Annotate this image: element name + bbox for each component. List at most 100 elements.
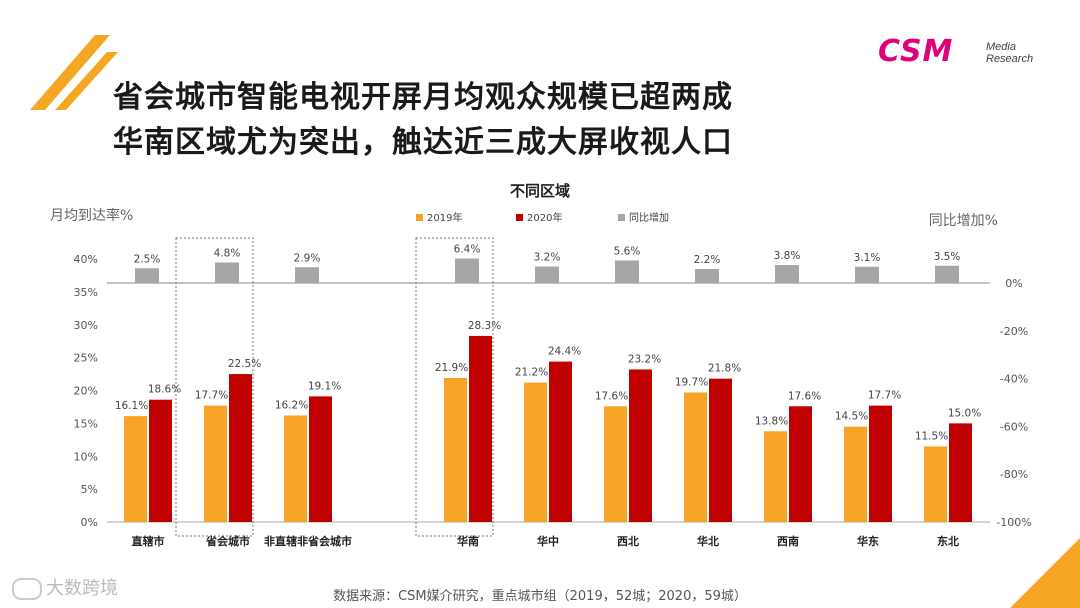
bar-yoy-非直辖非省会城市 — [295, 267, 319, 283]
bar-2020-直辖市 — [149, 399, 172, 522]
decorative-stripes — [30, 35, 118, 110]
legend-swatch-1 — [416, 214, 423, 221]
bar-label-2020-西南: 17.6% — [788, 390, 821, 402]
bar-2019-非直辖非省会城市 — [284, 415, 307, 522]
bar-label-2019-西北: 17.6% — [595, 390, 628, 402]
bar-yoy-华东 — [855, 266, 879, 283]
bar-2019-直辖市 — [124, 416, 147, 522]
bar-label-2020-直辖市: 18.6% — [148, 384, 181, 396]
bar-2019-西北 — [604, 406, 627, 522]
x-tick-label-华中: 华中 — [537, 534, 559, 548]
y2-tick-label: -60% — [1000, 420, 1028, 433]
bar-label-2019-华南: 21.9% — [435, 362, 468, 374]
bar-yoy-华中 — [535, 266, 559, 283]
bar-yoy-华北 — [695, 269, 719, 283]
bar-2020-华中 — [549, 361, 572, 522]
y-tick-label: 25% — [74, 352, 98, 365]
csm-logo: CSM Media Research — [878, 34, 1048, 74]
y2-axis-title: 同比增加% — [929, 213, 998, 229]
y-tick-label: 5% — [81, 483, 98, 496]
bar-label-2020-东北: 15.0% — [948, 407, 981, 419]
watermark-icon — [12, 578, 42, 600]
watermark: 大数跨境 — [12, 574, 118, 600]
bar-label-2020-非直辖非省会城市: 19.1% — [308, 380, 341, 392]
x-tick-label-直辖市: 直辖市 — [132, 534, 165, 548]
bar-label-2019-直辖市: 16.1% — [115, 400, 148, 412]
bar-2019-华北 — [684, 392, 707, 522]
bar-2020-东北 — [949, 423, 972, 522]
bar-2020-西北 — [629, 369, 652, 522]
x-tick-label-非直辖非省会城市: 非直辖非省会城市 — [264, 534, 352, 548]
decorative-corner — [1010, 538, 1080, 608]
bar-2020-省会城市 — [229, 374, 252, 522]
logo-sub-media: Media — [986, 41, 1016, 53]
x-tick-label-西北: 西北 — [617, 534, 639, 548]
bar-yoy-西南 — [775, 265, 799, 283]
y-tick-label: 30% — [74, 319, 98, 332]
bar-label-yoy-非直辖非省会城市: 2.9% — [294, 252, 321, 264]
bar-2019-华南 — [444, 378, 467, 522]
bar-label-2019-非直辖非省会城市: 16.2% — [275, 399, 308, 411]
bar-label-yoy-省会城市: 4.8% — [214, 248, 241, 260]
bar-2019-华东 — [844, 426, 867, 522]
bar-2020-华北 — [709, 378, 732, 522]
bar-yoy-华南 — [455, 258, 479, 283]
bar-label-2020-华南: 28.3% — [468, 320, 501, 332]
x-tick-label-华东: 华东 — [857, 534, 879, 548]
bar-label-2020-华中: 24.4% — [548, 346, 581, 358]
bar-label-2019-华东: 14.5% — [835, 411, 868, 423]
x-tick-label-西南: 西南 — [777, 534, 799, 548]
bar-yoy-省会城市 — [215, 262, 239, 283]
y-tick-label: 15% — [74, 417, 98, 430]
bar-2019-省会城市 — [204, 405, 227, 522]
bar-label-yoy-华南: 6.4% — [454, 244, 481, 256]
bar-label-2019-华北: 19.7% — [675, 376, 708, 388]
data-source-note: 数据来源：CSM媒介研究，重点城市组（2019，52城；2020，59城） — [333, 589, 747, 604]
bar-label-2020-华北: 21.8% — [708, 363, 741, 375]
bar-2020-华东 — [869, 405, 892, 522]
watermark-text: 大数跨境 — [46, 578, 118, 599]
chart-title: 不同区域 — [510, 182, 570, 200]
y-axis-title: 月均到达率% — [50, 207, 133, 224]
bar-2020-华南 — [469, 335, 492, 522]
bar-label-2020-西北: 23.2% — [628, 353, 661, 365]
bar-label-yoy-西南: 3.8% — [774, 250, 801, 262]
x-tick-label-华北: 华北 — [697, 534, 719, 548]
legend-label-3: 同比增加 — [629, 211, 669, 224]
bar-label-2019-省会城市: 17.7% — [195, 390, 228, 402]
x-tick-label-华南: 华南 — [457, 534, 479, 548]
bar-label-2020-省会城市: 22.5% — [228, 358, 261, 370]
bar-2020-西南 — [789, 406, 812, 522]
bar-2020-非直辖非省会城市 — [309, 396, 332, 522]
bar-label-2019-西南: 13.8% — [755, 415, 788, 427]
bar-yoy-西北 — [615, 260, 639, 283]
bar-2019-西南 — [764, 431, 787, 522]
y2-tick-label: -20% — [1000, 325, 1028, 338]
bar-label-2019-华中: 21.2% — [515, 367, 548, 379]
x-tick-label-东北: 东北 — [937, 534, 959, 548]
y-tick-label: 40% — [74, 253, 98, 266]
legend-label-2: 2020年 — [527, 211, 562, 224]
logo-sub-research: Research — [986, 53, 1034, 65]
bar-2019-华中 — [524, 382, 547, 522]
highlight-box-华南 — [415, 237, 494, 537]
y2-tick-label: -40% — [1000, 373, 1028, 386]
bar-yoy-东北 — [935, 265, 959, 283]
bar-label-yoy-华北: 2.2% — [694, 254, 721, 266]
y2-tick-label: -80% — [1000, 468, 1028, 481]
legend-swatch-2 — [516, 214, 523, 221]
y-tick-label: 35% — [74, 286, 98, 299]
bar-yoy-直辖市 — [135, 268, 159, 283]
bar-label-yoy-华东: 3.1% — [854, 252, 881, 264]
bar-label-yoy-西北: 5.6% — [614, 246, 641, 258]
bar-label-2020-华东: 17.7% — [868, 390, 901, 402]
bar-label-yoy-华中: 3.2% — [534, 252, 561, 264]
bar-label-yoy-东北: 3.5% — [934, 251, 961, 263]
y-tick-label: 20% — [74, 385, 98, 398]
bar-label-2019-东北: 11.5% — [915, 430, 948, 442]
bar-2019-东北 — [924, 446, 947, 522]
y-tick-label: 10% — [74, 450, 98, 463]
y-tick-label: 0% — [81, 516, 98, 529]
y2-tick-label: -100% — [996, 516, 1031, 529]
